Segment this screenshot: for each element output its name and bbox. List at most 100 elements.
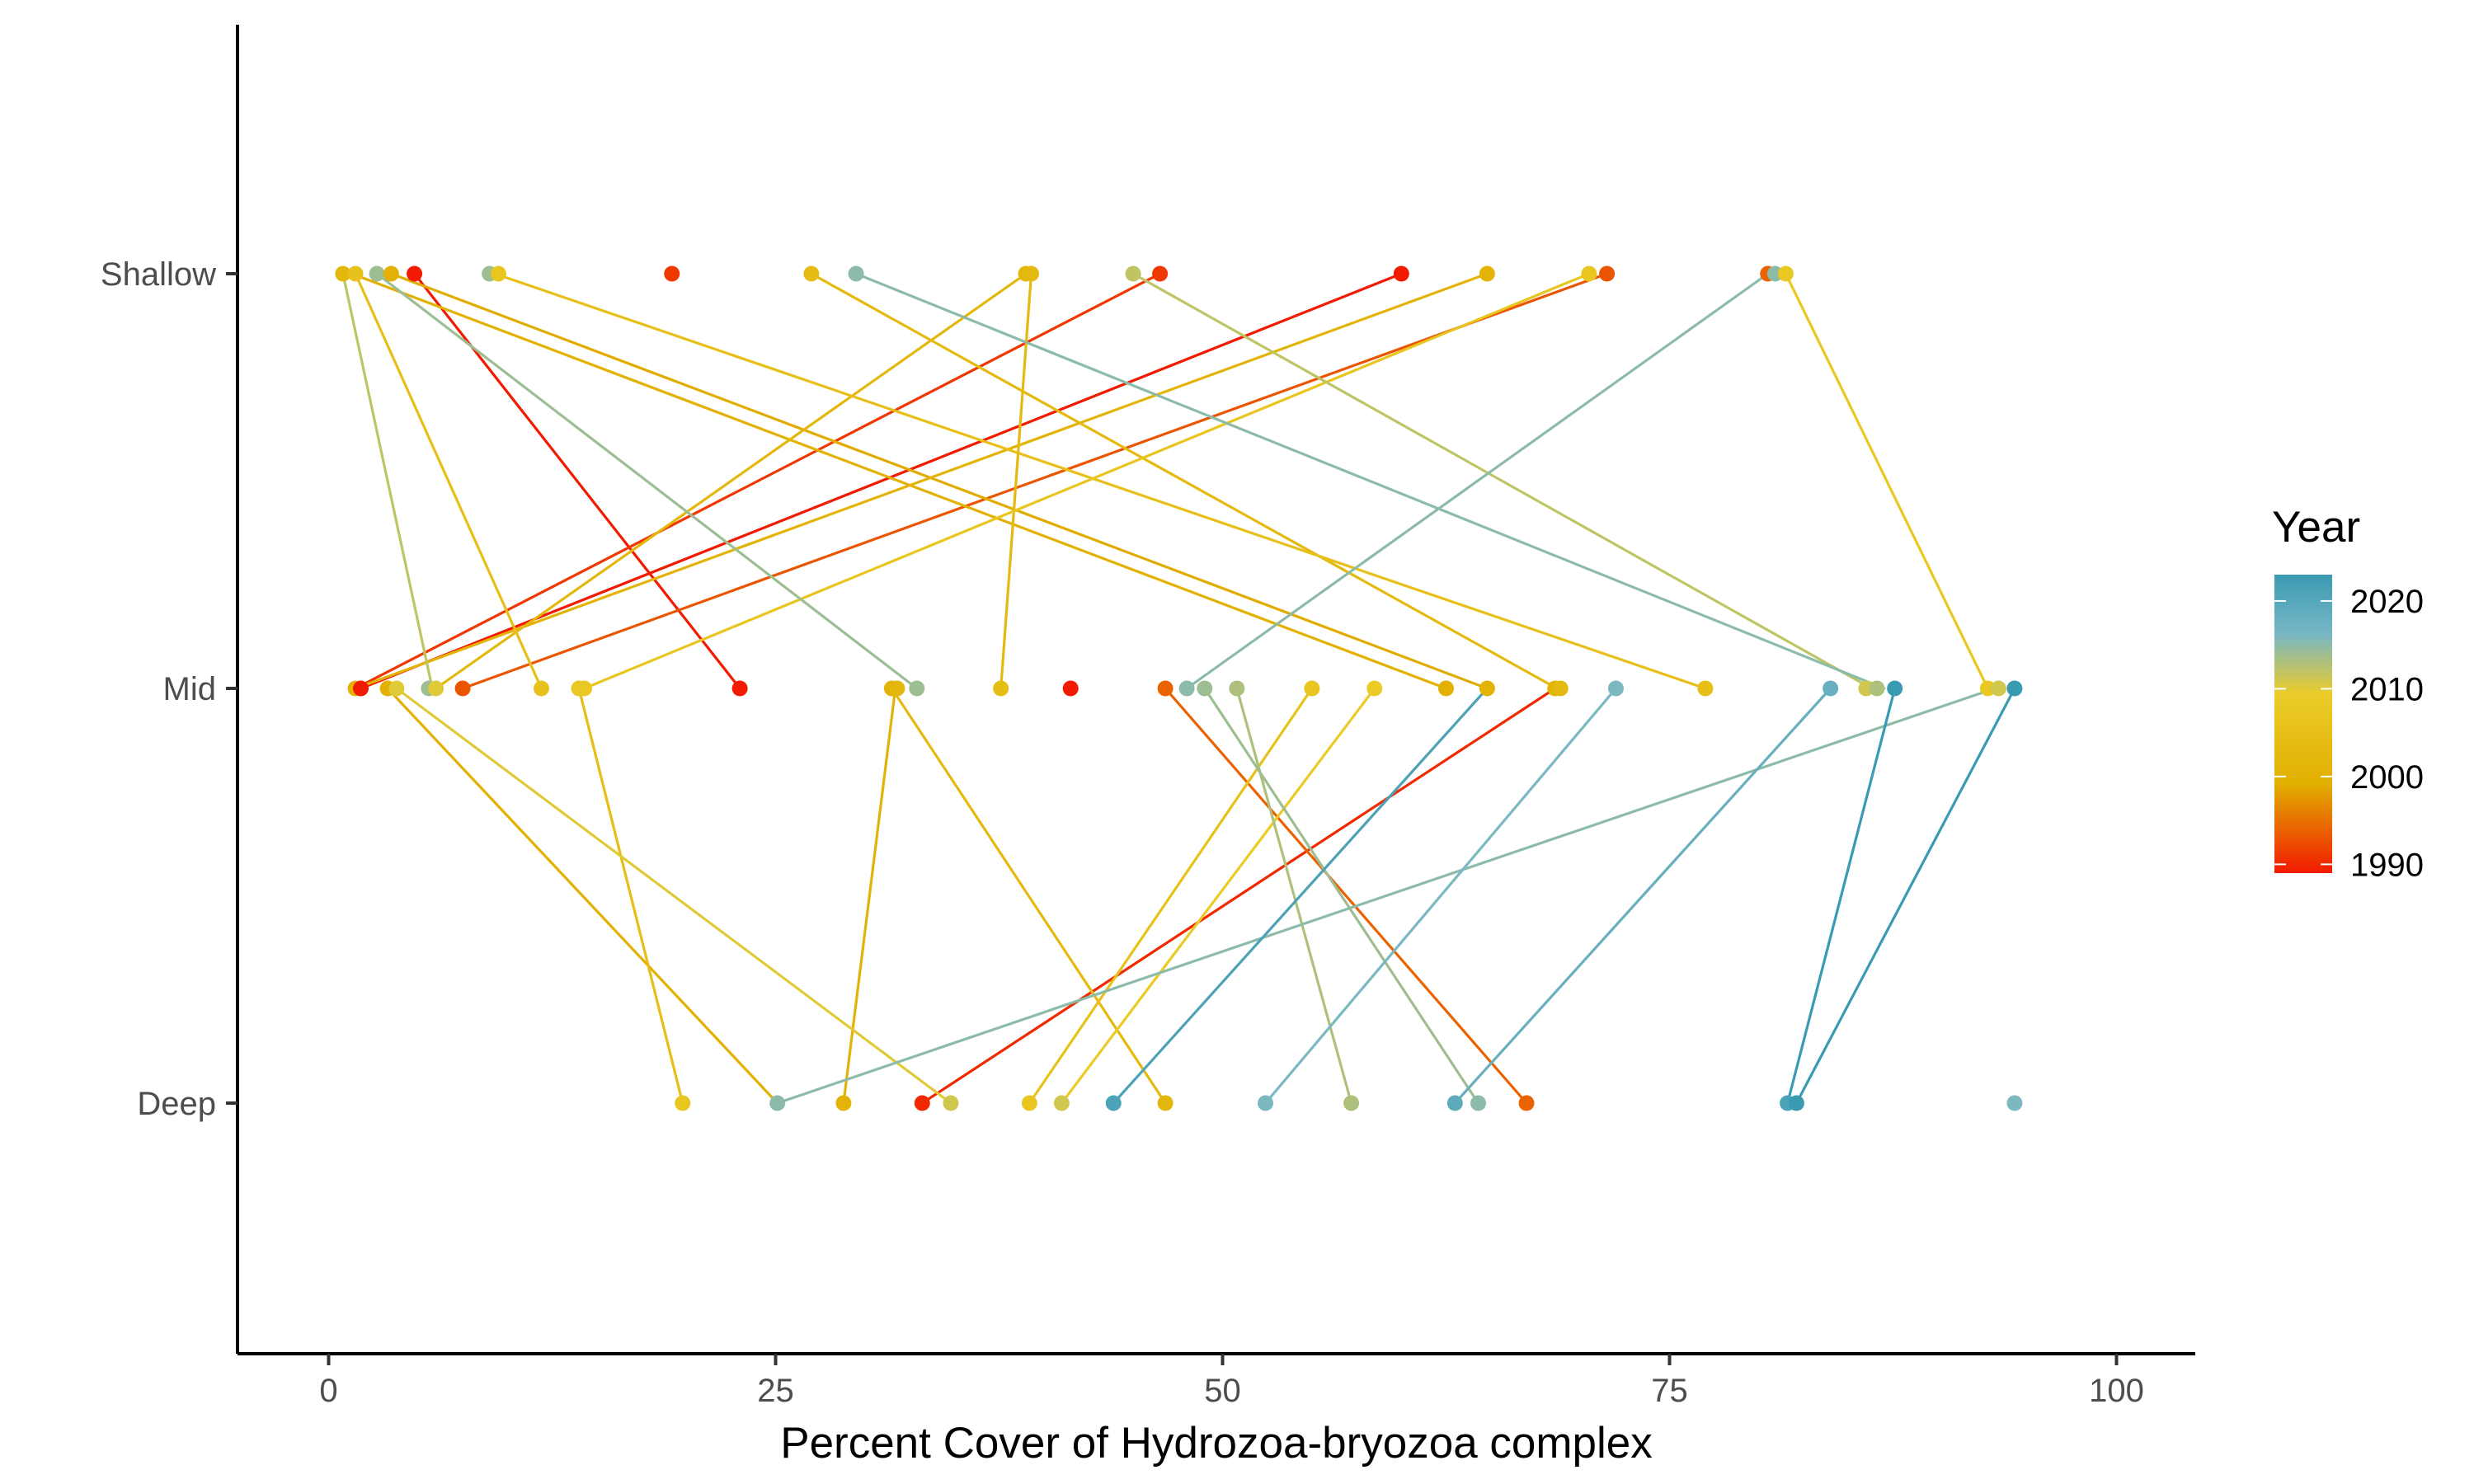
data-point-57 — [769, 1095, 786, 1111]
data-point-60 — [943, 1095, 959, 1111]
segment-line-0 — [412, 272, 741, 690]
data-point-14 — [1393, 265, 1409, 282]
segment-line-25 — [1235, 687, 1353, 1105]
segment-line-5 — [1164, 687, 1528, 1105]
colorbar — [2274, 575, 2332, 873]
data-point-50 — [1858, 680, 1874, 697]
data-point-63 — [1105, 1095, 1122, 1111]
segment-line-28 — [1185, 272, 1770, 690]
data-point-3 — [383, 265, 399, 282]
data-point-46 — [1552, 680, 1569, 697]
segment-line-14 — [582, 272, 1591, 690]
segment-line-7 — [350, 272, 1448, 690]
x-tick-label: 50 — [1204, 1373, 1241, 1409]
y-tick-label: Mid — [163, 671, 216, 707]
data-point-22 — [353, 680, 369, 697]
data-point-42 — [1366, 680, 1383, 697]
data-point-53 — [1979, 680, 1996, 697]
segment-line-29 — [854, 272, 1886, 690]
data-point-36 — [1062, 680, 1079, 697]
data-point-34 — [909, 680, 925, 697]
segment-line-20 — [1028, 687, 1314, 1105]
legend-label: 2010 — [2350, 671, 2424, 707]
data-point-20 — [1777, 265, 1794, 282]
data-point-65 — [1258, 1095, 1274, 1111]
legend-label: 2000 — [2350, 759, 2424, 796]
x-tick-label: 100 — [2089, 1373, 2144, 1409]
data-point-69 — [1518, 1095, 1535, 1111]
data-point-17 — [1599, 265, 1616, 282]
data-point-71 — [1788, 1095, 1804, 1111]
data-point-0 — [335, 265, 351, 282]
data-point-56 — [675, 1095, 691, 1111]
data-point-64 — [1157, 1095, 1174, 1111]
data-point-19 — [1766, 265, 1783, 282]
segment-line-35 — [1794, 687, 2016, 1105]
segment-line-24 — [1131, 272, 1874, 690]
data-point-13 — [1152, 265, 1169, 282]
data-point-39 — [1197, 680, 1213, 697]
segment-line-10 — [810, 272, 1559, 690]
segment-line-11 — [999, 272, 1033, 690]
segment-line-22 — [395, 687, 952, 1105]
data-point-51 — [1869, 680, 1885, 697]
data-point-24 — [388, 680, 405, 697]
data-point-31 — [731, 680, 748, 697]
segment-line-32 — [1453, 687, 1832, 1105]
data-point-7 — [664, 265, 680, 282]
data-point-27 — [454, 680, 471, 697]
data-point-66 — [1343, 1095, 1360, 1111]
data-point-41 — [1304, 680, 1320, 697]
data-point-26 — [428, 680, 444, 697]
data-point-4 — [407, 265, 423, 282]
y-tick-label: Deep — [137, 1086, 216, 1122]
data-point-40 — [1229, 680, 1245, 697]
data-point-35 — [993, 680, 1009, 697]
segment-line-17 — [842, 687, 897, 1105]
segment-line-9 — [434, 272, 1028, 690]
segment-line-23 — [341, 272, 434, 690]
data-point-48 — [1697, 680, 1714, 697]
segment-line-3 — [461, 272, 1609, 690]
segment-line-12 — [493, 272, 1707, 690]
segment-line-19 — [577, 687, 684, 1105]
data-point-6 — [490, 265, 506, 282]
segment-line-16 — [386, 687, 779, 1105]
data-point-12 — [1125, 265, 1141, 282]
data-point-38 — [1178, 680, 1195, 697]
segments-layer — [341, 272, 2016, 1105]
segment-line-33 — [1112, 687, 1489, 1105]
segment-line-8 — [354, 272, 1489, 690]
x-axis-title: Percent Cover of Hydrozoa-bryozoa comple… — [780, 1419, 1653, 1468]
y-ticks: Deep Mid Shallow — [101, 256, 238, 1122]
data-point-55 — [2006, 680, 2023, 697]
colorbar-legend: Year 2020 2010 2000 1990 — [2272, 503, 2424, 883]
data-point-28 — [533, 680, 549, 697]
data-point-30 — [576, 680, 593, 697]
plot-panel — [335, 265, 2023, 1111]
axes: 0 25 50 75 100 Deep Mid Shallow Percent Cover … — [101, 25, 2195, 1468]
segment-line-18 — [890, 687, 1167, 1105]
data-point-8 — [803, 265, 820, 282]
data-point-47 — [1607, 680, 1624, 697]
data-point-49 — [1823, 680, 1839, 697]
segment-line-30 — [776, 687, 1997, 1105]
data-point-11 — [1023, 265, 1040, 282]
segment-line-6 — [389, 272, 1489, 690]
segment-line-21 — [1060, 687, 1376, 1105]
legend-title: Year — [2272, 503, 2360, 552]
segment-line-13 — [354, 272, 543, 690]
y-tick-label: Shallow — [101, 256, 216, 293]
data-point-1 — [347, 265, 364, 282]
data-point-58 — [835, 1095, 852, 1111]
segment-line-4 — [920, 687, 1557, 1105]
data-point-67 — [1446, 1095, 1463, 1111]
segment-line-27 — [1203, 687, 1480, 1105]
data-point-33 — [889, 680, 905, 697]
data-point-61 — [1021, 1095, 1037, 1111]
data-point-52 — [1887, 680, 1903, 697]
segment-line-15 — [1784, 272, 1990, 690]
data-point-68 — [1470, 1095, 1487, 1111]
data-point-62 — [1053, 1095, 1070, 1111]
